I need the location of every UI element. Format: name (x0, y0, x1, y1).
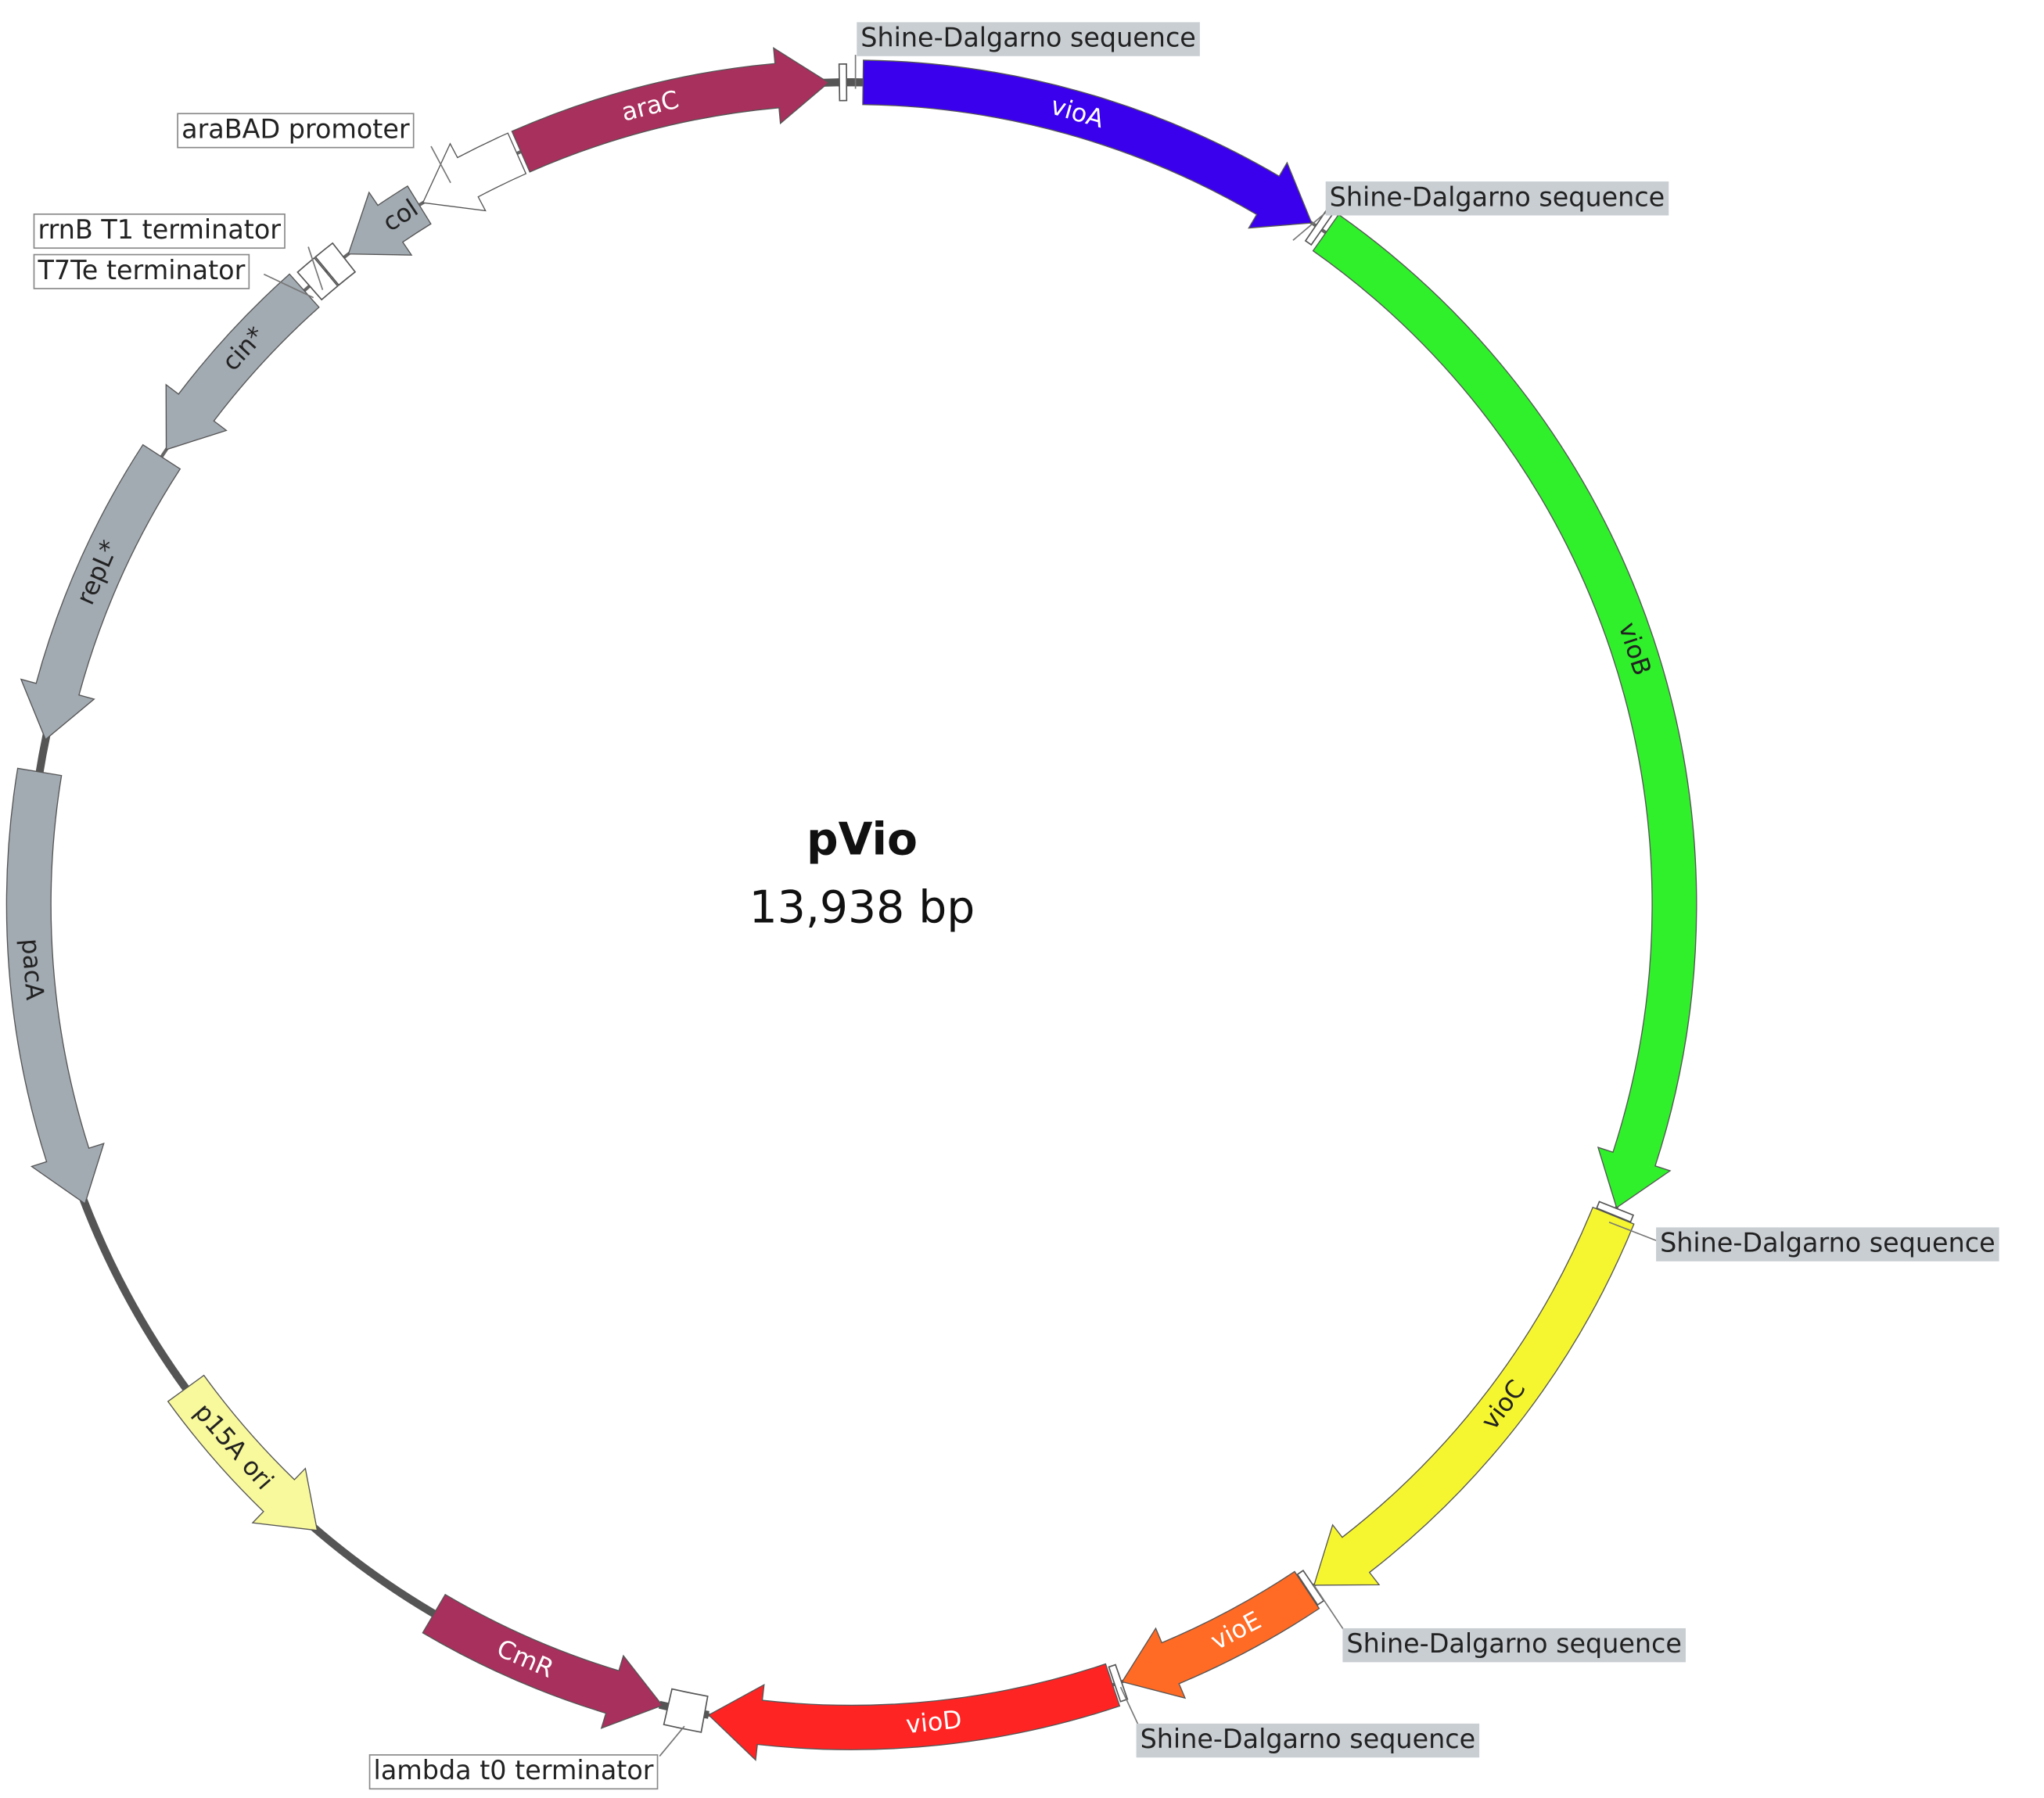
callout-box (1325, 181, 1669, 216)
callout-box (1656, 1227, 1999, 1261)
feature-arrow (707, 1663, 1121, 1761)
callout-box (33, 213, 286, 249)
backbone-segment (34, 733, 51, 777)
terminator (663, 1688, 709, 1733)
feature-arrow (347, 185, 432, 256)
feature-label: vioD (905, 1706, 964, 1739)
callout-box (1136, 1723, 1480, 1758)
callout-label: Shine-Dalgarno sequence (1141, 1724, 1476, 1754)
feature-label: pacA (16, 938, 48, 1002)
callout-label: Shine-Dalgarno sequence (860, 23, 1196, 53)
backbone-segment (309, 1523, 443, 1621)
feature-arrow (167, 1374, 318, 1531)
callout-label: rrnB T1 terminator (38, 214, 281, 245)
callout-leader (1292, 210, 1327, 241)
rbs-mark (1296, 1569, 1325, 1606)
callout-box (177, 113, 415, 149)
plasmid-length: 13,938 bp (749, 881, 975, 933)
feature-arrow (1313, 1206, 1635, 1586)
callout-label: Shine-Dalgarno sequence (1330, 181, 1665, 212)
callout-box (1342, 1628, 1686, 1663)
callout-label: Shine-Dalgarno sequence (1346, 1628, 1682, 1659)
callout-leader (430, 145, 451, 184)
callout-label: T7Te terminator (37, 255, 245, 285)
promoter-arrow (422, 132, 527, 212)
callout-label: Shine-Dalgarno sequence (1660, 1228, 1996, 1258)
feature-arrow (1121, 1570, 1320, 1699)
terminator (314, 242, 357, 286)
callout-box (33, 253, 250, 289)
terminator (296, 257, 339, 301)
callout-leader (659, 1725, 685, 1757)
callout-leader (1119, 1686, 1140, 1727)
feature-arrow (422, 1593, 663, 1729)
callout-box (368, 1754, 659, 1790)
callout-label: lambda t0 terminator (374, 1755, 654, 1785)
callout-leader (307, 246, 324, 290)
feature-arrow (5, 767, 105, 1205)
callout-leader (1608, 1221, 1657, 1241)
plasmid-name: pVio (806, 813, 918, 865)
feature-arrow (511, 47, 830, 173)
rbs-mark (838, 63, 848, 102)
feature-arrow (1312, 214, 1697, 1209)
feature-arrow (165, 273, 320, 450)
callout-leader (263, 273, 314, 299)
callout-leader (1313, 1584, 1346, 1633)
backbone-segment (79, 1198, 194, 1397)
callout-label: araBAD promoter (181, 113, 410, 144)
feature-arrow (20, 443, 181, 741)
feature-arrow (862, 59, 1313, 229)
rbs-mark (1596, 1200, 1635, 1223)
callout-box (857, 22, 1200, 56)
